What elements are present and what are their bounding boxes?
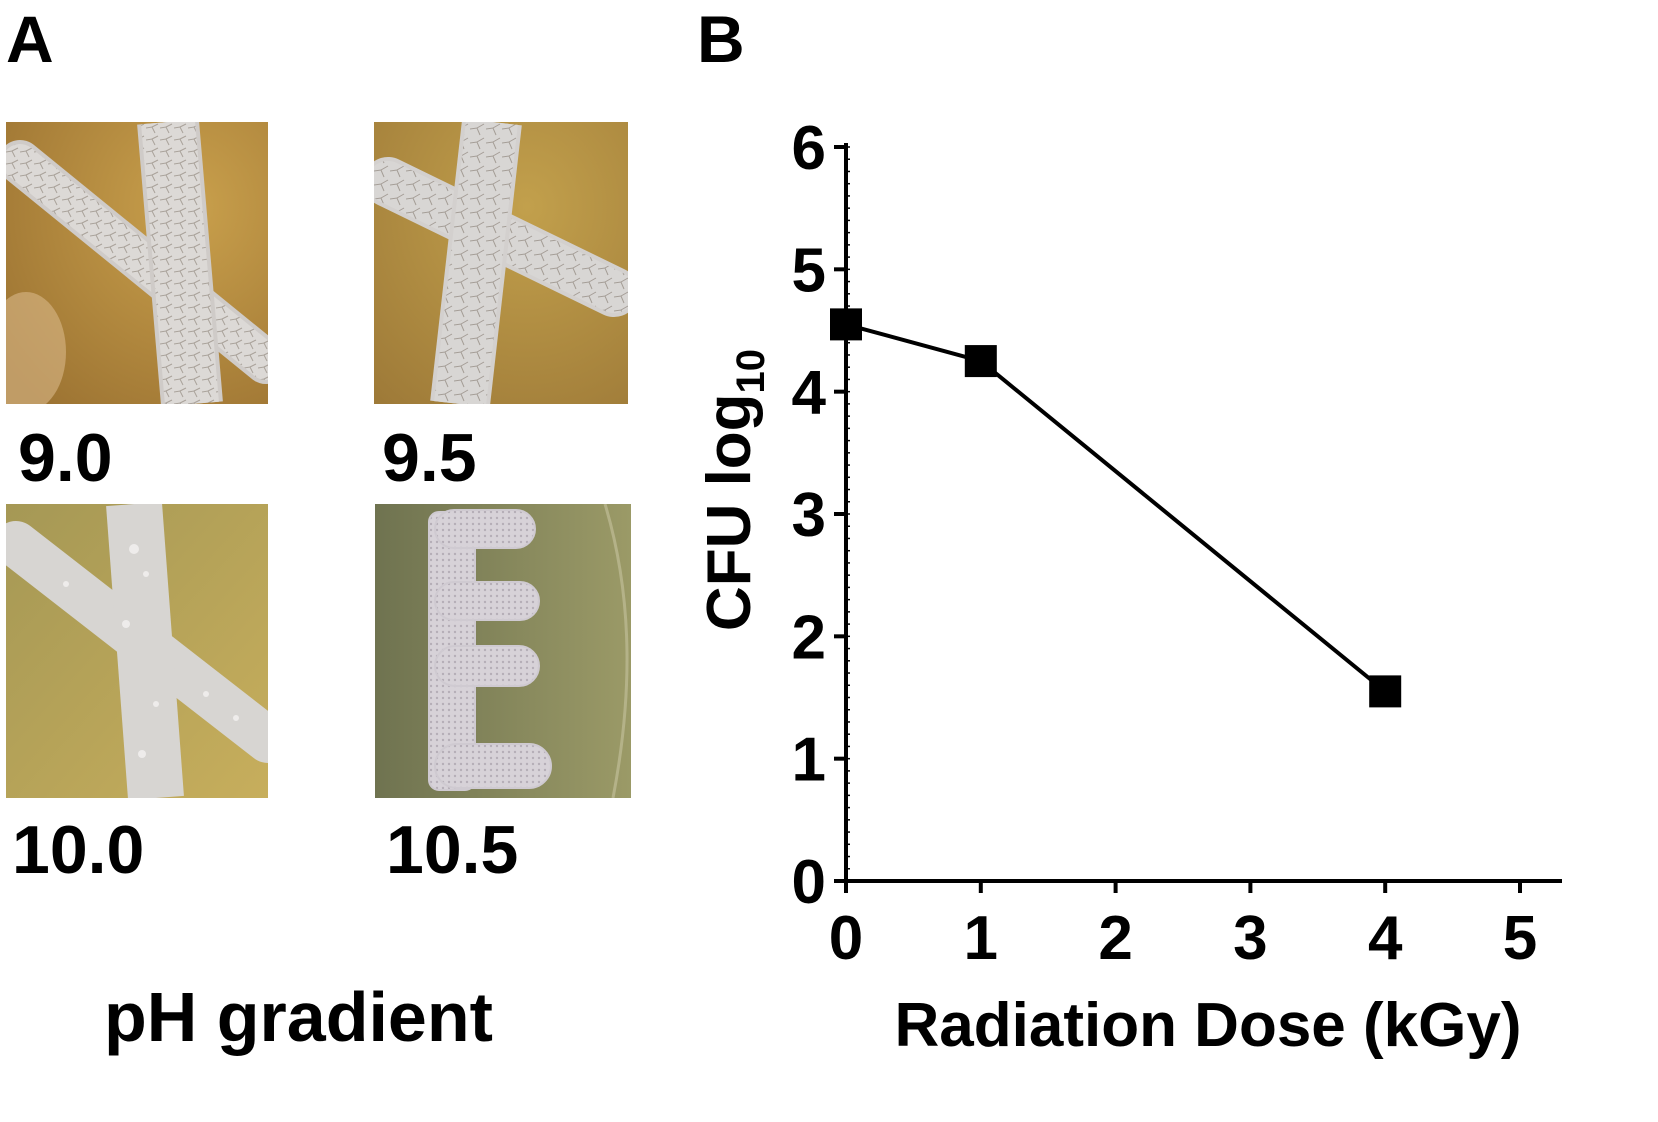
radiation-dose-chart: 0 1 2 3 4 5 6 0 1 2 3 4 5 Radiation Dose (kGy) CFU l… xyxy=(695,114,1562,1060)
x-tick-label: 3 xyxy=(1233,904,1267,973)
x-tick-label: 4 xyxy=(1368,904,1403,973)
chart-axes xyxy=(844,143,1562,883)
data-point-marker xyxy=(830,308,862,341)
data-point-marker xyxy=(1369,675,1402,708)
y-tick-label: 5 xyxy=(792,236,826,305)
panel-a-caption: pH gradient xyxy=(104,978,493,1056)
x-tick-label: 2 xyxy=(1098,904,1132,973)
plate-photo-ph-9-5 xyxy=(374,122,628,404)
x-tick-label: 5 xyxy=(1503,904,1537,973)
data-point-marker xyxy=(964,345,997,378)
y-tick-label: 2 xyxy=(792,603,826,672)
y-tick-label: 1 xyxy=(792,726,826,795)
y-tick-label: 6 xyxy=(792,114,826,183)
ph-label: 10.0 xyxy=(12,812,145,888)
y-tick-label: 0 xyxy=(792,848,826,917)
plate-photo-ph-10-5 xyxy=(375,504,631,798)
y-axis-title: CFU log10 xyxy=(695,349,773,631)
x-tick-label: 0 xyxy=(829,904,863,973)
panel-a-label: A xyxy=(6,2,54,76)
plate-photo-ph-10-0 xyxy=(6,504,268,798)
series-line xyxy=(845,322,1387,693)
y-tick-label: 4 xyxy=(792,359,827,428)
ph-label: 9.5 xyxy=(382,420,477,496)
panel-b-label: B xyxy=(697,2,745,76)
ph-label: 9.0 xyxy=(18,420,113,496)
ph-label: 10.5 xyxy=(386,812,519,888)
plate-photo-ph-9-0 xyxy=(6,122,268,404)
y-axis-title-text: CFU log xyxy=(695,393,764,631)
y-tick-label: 3 xyxy=(792,481,826,550)
x-axis-title: Radiation Dose (kGy) xyxy=(895,991,1522,1060)
x-tick-label: 1 xyxy=(964,904,998,973)
y-axis-title-subscript: 10 xyxy=(729,349,773,394)
